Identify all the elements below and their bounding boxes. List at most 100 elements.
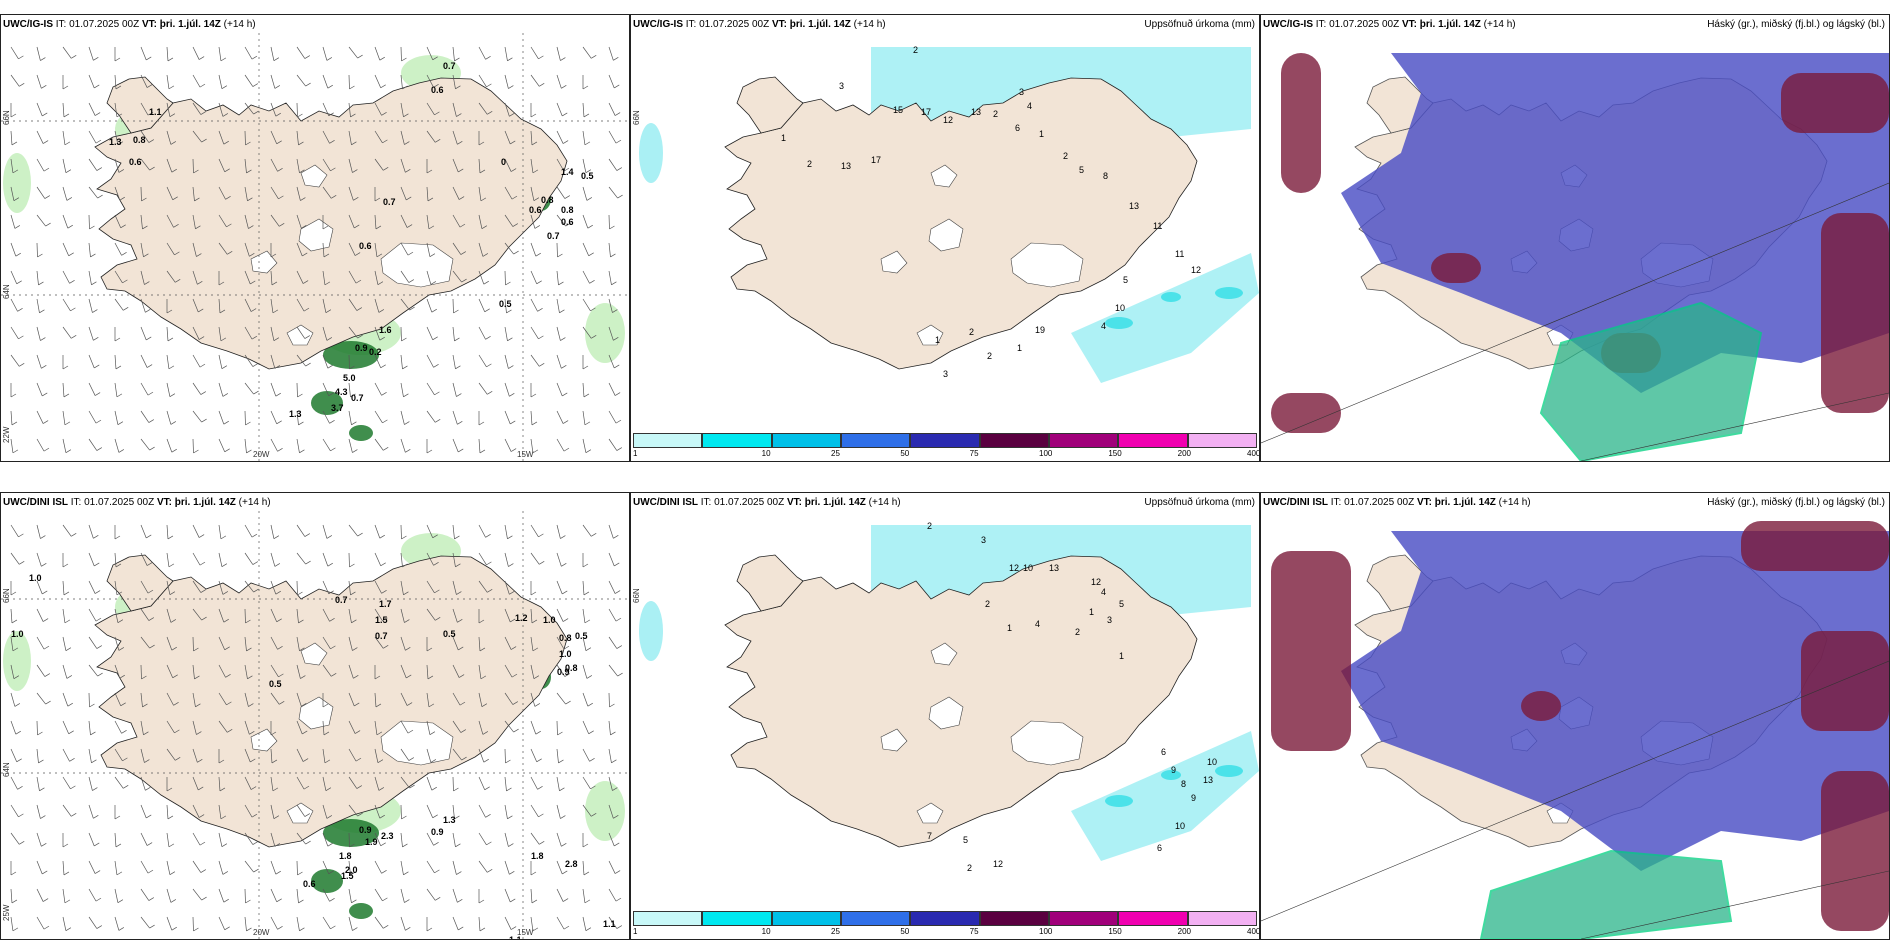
wind-barb <box>192 410 202 423</box>
wind-barb-flag <box>18 335 24 340</box>
wind-barb-flag <box>508 365 514 369</box>
wind-barb <box>270 860 277 875</box>
wind-barb <box>114 888 119 903</box>
wind-barb-flag <box>167 815 174 820</box>
colorbar-label: 50 <box>900 927 910 936</box>
wind-barb-flag <box>582 85 589 90</box>
wind-barb-flag <box>299 449 305 454</box>
wind-barb <box>452 46 455 61</box>
wind-barb-flag <box>354 702 360 707</box>
glacier-patch <box>298 218 334 252</box>
wind-barb <box>530 242 537 257</box>
wind-barb <box>270 552 276 567</box>
westfjords-outline <box>106 554 174 612</box>
wind-barb-flag <box>327 562 333 567</box>
wind-barb <box>270 636 278 650</box>
wind-barb-flag <box>116 113 123 118</box>
wind-barb <box>36 692 46 705</box>
wind-barb <box>582 580 585 595</box>
latitude-label: 66N <box>632 588 641 603</box>
latitude-label: 25W <box>2 904 11 921</box>
wind-barb-flag <box>245 619 251 624</box>
wind-barb <box>348 270 357 284</box>
precip-total: 13 <box>1129 201 1139 211</box>
wind-barb-flag <box>249 253 255 257</box>
wind-barb-flag <box>565 222 571 227</box>
wind-barb-flag <box>432 534 438 539</box>
wind-barb <box>270 74 276 89</box>
precip-total: 3 <box>1019 87 1024 97</box>
model-name: UWC/IG-IS <box>1263 19 1313 30</box>
wind-barb <box>400 214 408 228</box>
wind-barb <box>556 860 563 875</box>
wind-barb <box>88 158 98 171</box>
wind-barb-flag <box>382 897 388 902</box>
wind-barb-flag <box>175 279 181 283</box>
wind-barb-flag <box>456 113 462 117</box>
wind-barb-flag <box>40 535 46 539</box>
wind-barb <box>478 552 487 566</box>
wind-barb-flag <box>429 253 436 257</box>
wind-barb <box>166 636 173 651</box>
wind-barb-flag <box>350 871 356 876</box>
wind-barb <box>504 776 507 791</box>
wind-barb-flag <box>586 197 593 201</box>
wind-barb-flag <box>167 337 174 342</box>
wind-barb <box>88 748 92 763</box>
high-cloud-area <box>1821 771 1889 931</box>
wind-barb-flag <box>219 787 226 792</box>
wind-barb <box>88 242 91 257</box>
wind-barb <box>140 608 150 621</box>
init-time: IT: 01.07.2025 00Z <box>1330 497 1415 508</box>
precip-area-southeast <box>1071 253 1259 383</box>
wind-barb <box>530 270 538 284</box>
wind-barb <box>62 776 71 790</box>
wind-barb-flag <box>408 279 415 283</box>
wind-barb-flag <box>401 57 407 62</box>
wind-barb <box>244 46 253 60</box>
wind-barb-flag <box>168 365 175 370</box>
wind-barb-flag <box>66 675 73 679</box>
wind-barb-flag <box>115 843 122 848</box>
wind-barb <box>36 214 46 227</box>
wind-barb-flag <box>19 841 25 845</box>
wind-barb <box>348 692 355 707</box>
wind-barb <box>192 354 201 368</box>
wind-barb-flag <box>200 391 207 395</box>
wind-barb-flag <box>40 57 46 61</box>
wind-barb-flag <box>479 169 486 174</box>
wind-barb <box>374 354 382 368</box>
wind-barb <box>270 608 278 622</box>
precip-value: 1.8 <box>339 851 352 861</box>
wind-barb-flag <box>479 647 486 652</box>
wind-barb <box>426 860 435 874</box>
wind-barb <box>192 832 201 846</box>
wind-barb-flag <box>115 365 122 370</box>
wind-barb <box>374 102 382 116</box>
wind-barb <box>374 74 382 88</box>
wind-barb <box>62 664 68 679</box>
wind-barb-flag <box>562 618 569 622</box>
wind-barb <box>270 692 280 705</box>
wind-barb <box>322 636 331 650</box>
wind-barb-flag <box>43 925 50 930</box>
wind-barb-flag <box>327 84 333 89</box>
glacier-patch <box>300 164 328 188</box>
wind-barb-flag <box>173 702 179 706</box>
wind-barb <box>62 158 67 173</box>
wind-barb-flag <box>509 113 515 117</box>
high-cloud-area <box>1271 551 1351 751</box>
wind-barb <box>270 916 278 930</box>
wind-barb-flag <box>430 759 437 763</box>
wind-barb-flag <box>584 619 591 624</box>
wind-barb <box>608 776 613 791</box>
iceland-outline <box>724 555 1198 848</box>
wind-barb <box>478 158 481 173</box>
wind-barb <box>322 158 331 172</box>
wind-barb <box>530 804 539 818</box>
precip-value: 1.1 <box>603 919 616 929</box>
precip-value: 2.8 <box>565 859 578 869</box>
wind-barb <box>114 748 123 762</box>
wind-barb-flag <box>562 392 568 397</box>
wind-barb-flag <box>565 700 571 705</box>
